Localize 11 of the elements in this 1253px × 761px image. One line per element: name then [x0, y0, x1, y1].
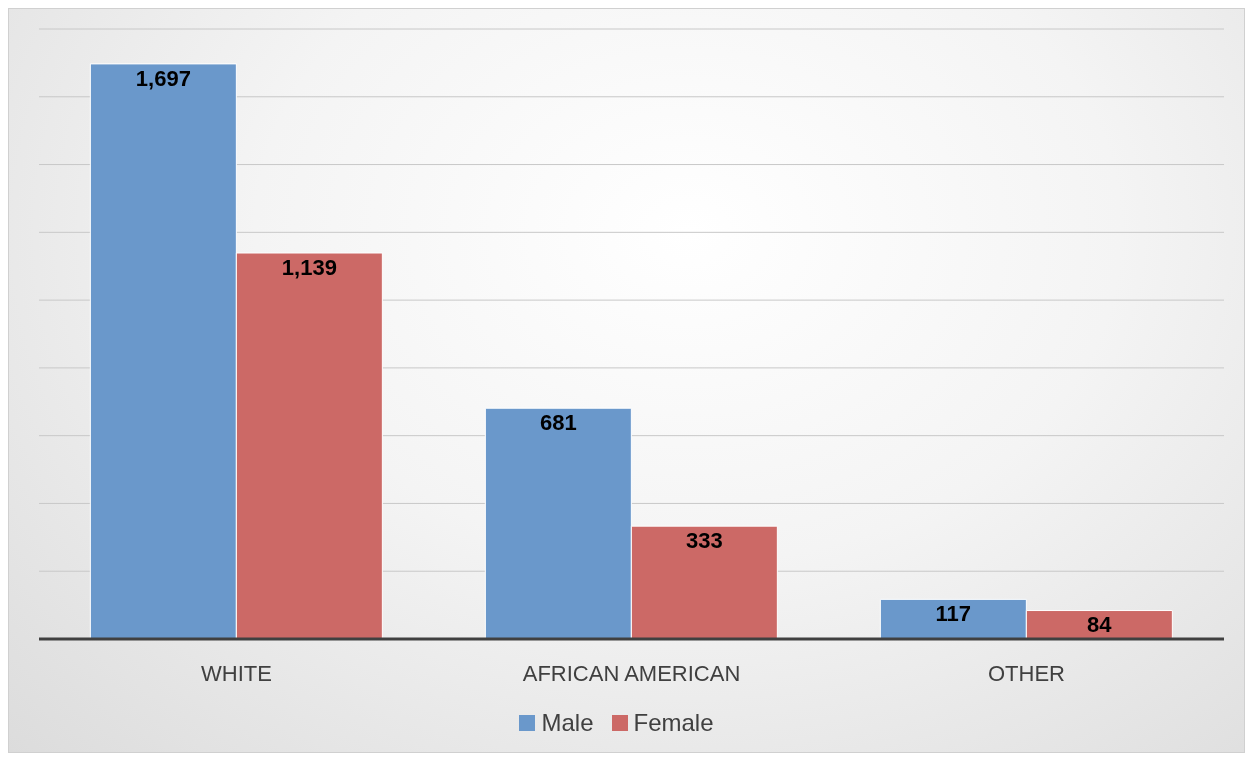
- data-label: 1,139: [281, 254, 337, 280]
- x-tick-label: AFRICAN AMERICAN: [522, 660, 741, 686]
- legend-label: Female: [633, 709, 714, 737]
- data-label: 1,697: [135, 65, 191, 91]
- x-tick-label: OTHER: [988, 660, 1065, 686]
- data-label: 333: [685, 527, 723, 553]
- data-label: 681: [539, 409, 577, 435]
- text: Male: [541, 709, 594, 737]
- data-label: 84: [1087, 612, 1113, 638]
- x-tick-label: WHITE: [201, 660, 272, 686]
- data-label: 117: [935, 600, 972, 626]
